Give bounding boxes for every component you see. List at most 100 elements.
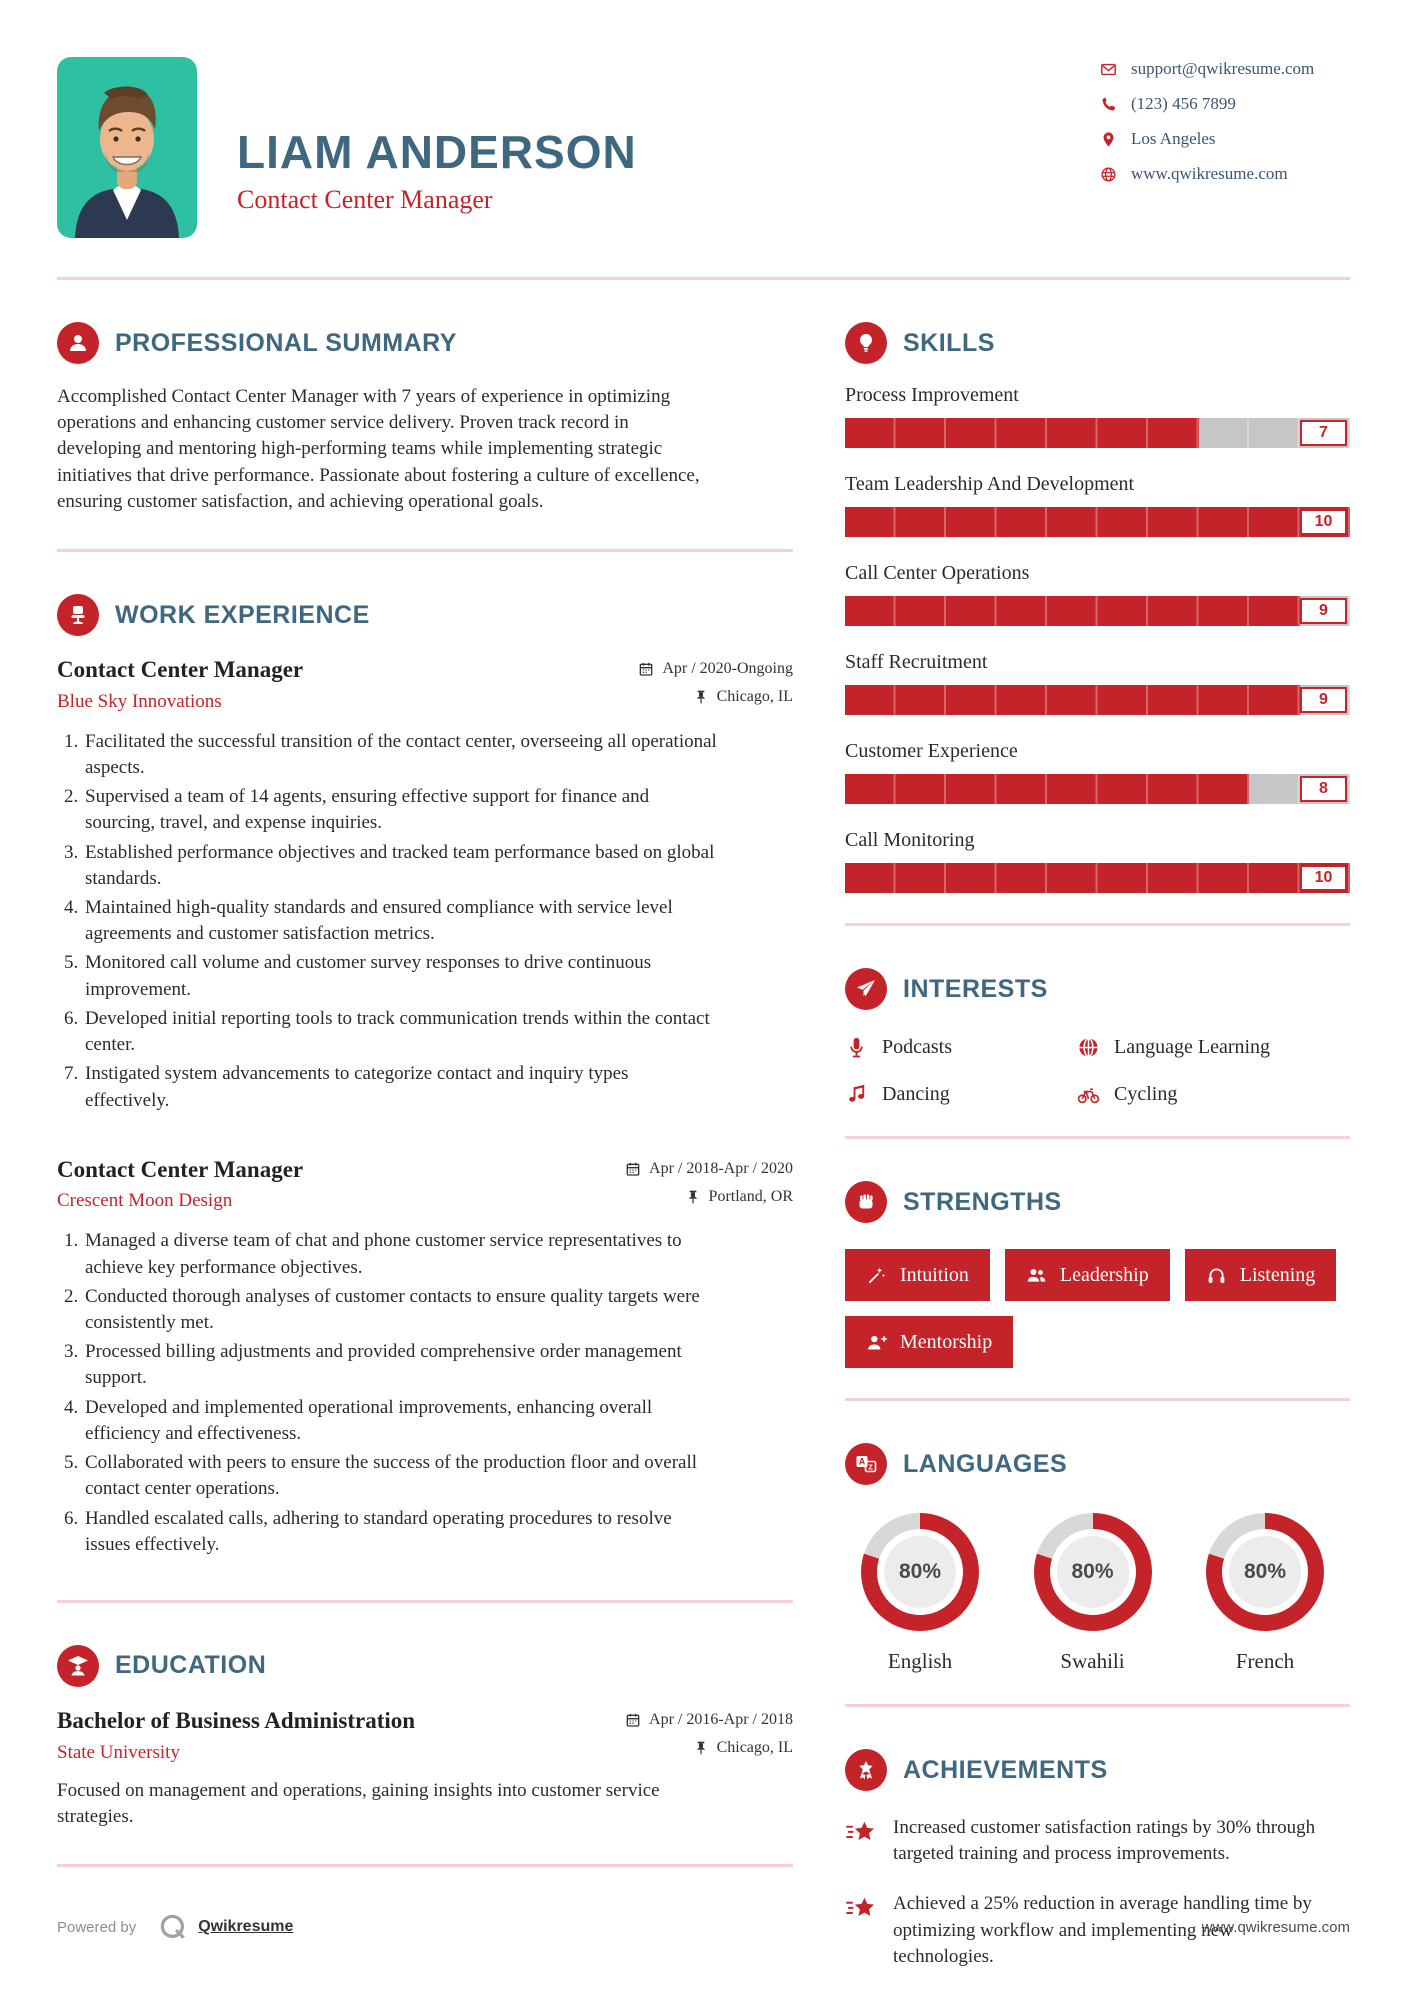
strengths-list: Intuition Leadership Listening Mentorshi…: [845, 1249, 1350, 1368]
contact-value: (123) 456 7899: [1131, 94, 1236, 113]
headphones-icon: [1206, 1265, 1227, 1286]
job-entry: Contact Center Manager Blue Sky Innovati…: [57, 656, 793, 1114]
experience-bullet: Collaborated with peers to ensure the su…: [83, 1450, 717, 1502]
qwikresume-link[interactable]: Qwikresume: [198, 1918, 294, 1935]
language-donut-chart: 80%: [1206, 1513, 1324, 1631]
job-bullets: Facilitated the successful transition of…: [57, 729, 717, 1114]
skills-section-header: SKILLS: [845, 322, 1350, 364]
experience-bullet: Handled escalated calls, adhering to sta…: [83, 1506, 717, 1558]
experience-bullet: Developed and implemented operational im…: [83, 1395, 717, 1447]
skill-name: Call Monitoring: [845, 829, 975, 851]
skills-list: Process Improvement 7 Team Leadership An…: [845, 384, 1350, 893]
header: LIAM ANDERSON Contact Center Manager sup…: [57, 0, 1350, 238]
svg-text:Z: Z: [868, 1462, 873, 1471]
experience-bullet: Established performance objectives and t…: [83, 840, 717, 892]
lightbulb-icon: [845, 322, 887, 364]
achievements-section-header: ACHIEVEMENTS: [845, 1749, 1350, 1791]
achievements-title: ACHIEVEMENTS: [903, 1755, 1108, 1784]
languages-title: LANGUAGES: [903, 1449, 1068, 1478]
calendar-icon: [638, 661, 654, 677]
language-item: 80% Swahili: [1018, 1513, 1168, 1674]
graduate-icon: [57, 1644, 99, 1687]
language-item: 80% French: [1190, 1513, 1340, 1674]
job-dates-row: Apr / 2020-Ongoing: [638, 660, 793, 678]
contact-value: Los Angeles: [1131, 129, 1216, 148]
skill-row: Call Center Operations 9: [845, 562, 1350, 626]
education-degree: Bachelor of Business Administration: [57, 1707, 416, 1733]
section-divider: [845, 1704, 1350, 1707]
interest-item: Language Learning: [1077, 1036, 1350, 1059]
strength-chip: Mentorship: [845, 1316, 1014, 1368]
strengths-title: STRENGTHS: [903, 1187, 1062, 1216]
profile-photo-illustration: [57, 57, 197, 238]
svg-text:A: A: [859, 1457, 866, 1467]
skill-row: Process Improvement 7: [845, 384, 1350, 448]
skill-bar-segments: [845, 507, 1350, 537]
calendar-icon: [625, 1712, 641, 1728]
education-dates-row: Apr / 2016-Apr / 2018: [625, 1711, 793, 1729]
section-divider: [845, 923, 1350, 926]
education-dates: Apr / 2016-Apr / 2018: [649, 1710, 793, 1728]
interest-label: Language Learning: [1114, 1036, 1271, 1058]
skill-score-badge: 9: [1300, 687, 1347, 713]
job-bullets: Managed a diverse team of chat and phone…: [57, 1228, 717, 1558]
candidate-title: Contact Center Manager: [237, 185, 493, 214]
job-location: Chicago, IL: [716, 688, 793, 706]
footer-website[interactable]: www.qwikresume.com: [1201, 1918, 1350, 1936]
experience-bullet: Supervised a team of 14 agents, ensuring…: [83, 784, 717, 836]
skill-bar: 9: [845, 685, 1350, 715]
office-chair-icon: [57, 594, 99, 637]
language-name: English: [887, 1649, 953, 1673]
globe-icon: [1100, 166, 1117, 183]
interest-label: Cycling: [1114, 1083, 1178, 1105]
skill-bar: 8: [845, 774, 1350, 804]
education-title: EDUCATION: [115, 1651, 267, 1680]
experience-bullet: Developed initial reporting tools to tra…: [83, 1006, 717, 1058]
strength-label: Mentorship: [900, 1330, 993, 1353]
candidate-name: LIAM ANDERSON: [237, 126, 637, 178]
skill-bar-fill: [845, 863, 1350, 893]
skill-bar-fill: [845, 418, 1199, 448]
achievements-list: Increased customer satisfaction ratings …: [845, 1815, 1350, 1970]
job-company: Blue Sky Innovations: [57, 690, 222, 712]
contact-item: (123) 456 7899: [1100, 94, 1350, 114]
paper-plane-icon: [845, 968, 887, 1010]
footer: Powered by Qwikresume www.qwikresume.com: [57, 1912, 1350, 1942]
microphone-icon: [845, 1036, 868, 1059]
education-meta: Apr / 2016-Apr / 2018 Chicago, IL: [625, 1707, 793, 1757]
skill-name: Customer Experience: [845, 740, 1018, 762]
section-divider: [845, 1398, 1350, 1401]
language-percent: 80%: [1056, 1536, 1129, 1608]
strength-label: Leadership: [1059, 1263, 1149, 1286]
fist-icon: [845, 1181, 887, 1223]
job-location-row: Portland, OR: [685, 1188, 793, 1206]
language-percent: 80%: [884, 1536, 956, 1608]
contact-value: www.qwikresume.com: [1131, 164, 1288, 183]
achievement-text: Increased customer satisfaction ratings …: [893, 1817, 1316, 1865]
qwikresume-logo-icon: [158, 1912, 188, 1942]
user-plus-icon: [866, 1332, 887, 1353]
skills-title: SKILLS: [903, 328, 995, 357]
experience-bullet: Instigated system advancements to catego…: [83, 1061, 717, 1113]
contact-item[interactable]: support@qwikresume.com: [1100, 59, 1350, 79]
summary-title: PROFESSIONAL SUMMARY: [115, 328, 457, 357]
job-meta: Apr / 2018-Apr / 2020 Portland, OR: [625, 1156, 793, 1206]
main-content: PROFESSIONAL SUMMARY Accomplished Contac…: [57, 280, 1350, 1970]
skill-row: Staff Recruitment 9: [845, 651, 1350, 715]
contact-item[interactable]: www.qwikresume.com: [1100, 164, 1350, 184]
strength-label: Intuition: [900, 1263, 969, 1286]
skill-bar-segments: [845, 774, 1350, 804]
experience-section-header: WORK EXPERIENCE: [57, 594, 793, 637]
bottom-divider: [57, 1864, 793, 1867]
right-column: SKILLS Process Improvement 7 Team Leader…: [845, 280, 1350, 1970]
skill-bar-segments: [845, 418, 1350, 448]
map-pin-icon: [1100, 131, 1117, 148]
skill-bar: 10: [845, 863, 1350, 893]
strength-chip: Leadership: [1004, 1249, 1170, 1301]
experience-bullet: Monitored call volume and customer surve…: [83, 950, 717, 1002]
users-group-icon: [1026, 1265, 1047, 1286]
skill-bar-fill: [845, 685, 1300, 715]
jobs: Contact Center Manager Blue Sky Innovati…: [57, 656, 793, 1558]
